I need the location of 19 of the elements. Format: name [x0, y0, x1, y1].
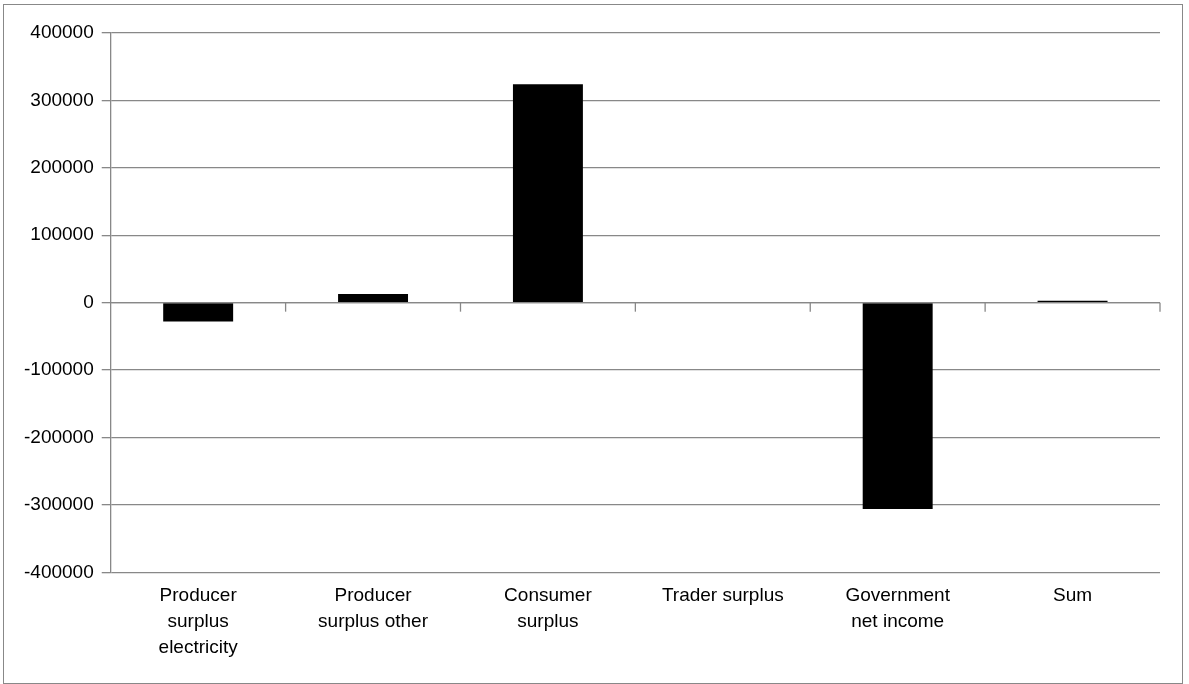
bar [163, 303, 234, 322]
x-tick-label: Sum [1053, 583, 1093, 605]
x-tick-label: Consumer surplus [504, 583, 593, 631]
y-tick-label: 300000 [30, 88, 94, 110]
y-tick-label: -300000 [23, 493, 94, 515]
bar [862, 303, 933, 509]
y-tick-label: 200000 [30, 156, 94, 178]
bar [338, 293, 409, 303]
y-tick-label: -200000 [23, 425, 94, 447]
y-tick-label: 0 [83, 290, 94, 312]
y-tick-label: 100000 [30, 223, 94, 245]
bar [512, 84, 583, 303]
x-tick-label: Producer surplus electricity [158, 583, 239, 658]
x-tick-label: Government net income [845, 583, 951, 631]
x-tick-label: Producer surplus other [318, 583, 429, 631]
y-tick-label: 400000 [30, 21, 94, 43]
y-tick-label: -100000 [23, 358, 94, 380]
y-tick-label: -400000 [23, 560, 94, 582]
x-tick-label: Trader surplus [661, 583, 784, 605]
